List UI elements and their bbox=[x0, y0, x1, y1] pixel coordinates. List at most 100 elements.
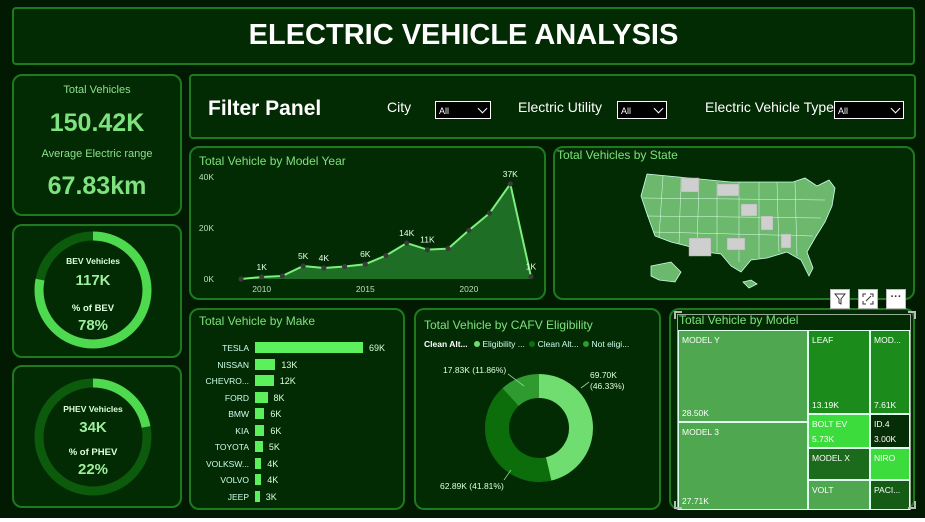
treemap-tile-paci[interactable]: PACI... bbox=[870, 480, 910, 510]
map-state-gray bbox=[740, 203, 758, 217]
treemap-tile-volt[interactable]: VOLT bbox=[808, 480, 870, 510]
map-state-gray bbox=[726, 237, 746, 251]
donut-slice[interactable] bbox=[502, 374, 540, 407]
make-value-label: 5K bbox=[268, 442, 280, 452]
make-bar[interactable] bbox=[255, 391, 268, 403]
data-point[interactable] bbox=[259, 274, 265, 280]
make-bar[interactable] bbox=[255, 441, 263, 452]
city-filter-dropdown[interactable]: All bbox=[435, 101, 491, 119]
y-tick-label: 40K bbox=[199, 172, 214, 182]
make-bar[interactable] bbox=[255, 490, 260, 502]
data-point[interactable] bbox=[341, 263, 348, 270]
data-point[interactable] bbox=[486, 210, 493, 216]
resize-handle[interactable] bbox=[674, 501, 682, 509]
data-point[interactable] bbox=[238, 276, 244, 282]
city-filter-value: All bbox=[439, 106, 450, 116]
donut-slice[interactable] bbox=[538, 374, 593, 481]
treemap-tile-model-y[interactable]: MODEL Y 28.50K bbox=[678, 330, 808, 422]
make-bar[interactable] bbox=[255, 408, 265, 419]
make-chart-card[interactable]: Total Vehicle by Make TESLA 69K NISSAN 13K C… bbox=[189, 308, 405, 510]
treemap-tile-model-x[interactable]: MODEL X bbox=[808, 448, 870, 480]
map-state-gray bbox=[760, 215, 774, 231]
more-options-icon[interactable]: ··· bbox=[886, 289, 906, 309]
leader-line bbox=[507, 373, 525, 387]
cafv-legend: Clean Alt... Eligibility ... Clean Alt..… bbox=[424, 339, 629, 349]
state-map-card[interactable]: Total Vehicles by State bbox=[553, 146, 915, 300]
make-category-label: FORD bbox=[224, 392, 249, 403]
data-point[interactable] bbox=[321, 265, 327, 271]
make-bar[interactable] bbox=[255, 342, 363, 353]
data-label: 14K bbox=[399, 228, 414, 238]
electric-utility-filter-dropdown[interactable]: All bbox=[617, 101, 667, 119]
donut-slice[interactable] bbox=[485, 388, 552, 482]
make-bar[interactable] bbox=[255, 424, 265, 436]
cafv-legend-item[interactable]: Eligibility ... bbox=[482, 339, 525, 349]
map-state-gray bbox=[680, 177, 700, 193]
city-filter-label: City bbox=[387, 99, 412, 115]
make-bar[interactable] bbox=[255, 474, 262, 485]
make-bar[interactable] bbox=[255, 457, 262, 469]
cafv-legend-item[interactable]: Clean Alt... bbox=[537, 339, 579, 349]
focus-mode-icon[interactable] bbox=[858, 289, 878, 309]
make-bar[interactable] bbox=[255, 375, 274, 386]
bev-value: 117K bbox=[75, 272, 111, 289]
data-point[interactable] bbox=[362, 261, 368, 267]
y-tick-label: 0K bbox=[204, 274, 215, 284]
treemap-tile-leaf[interactable]: LEAF 13.19K bbox=[808, 330, 870, 414]
make-value-label: 8K bbox=[273, 392, 285, 403]
data-label: 6K bbox=[360, 249, 371, 259]
map-state-gray bbox=[780, 233, 792, 249]
resize-handle[interactable] bbox=[908, 501, 916, 509]
average-range-label: Average Electric range bbox=[41, 148, 153, 160]
cafv-legend-item[interactable]: Not eligi... bbox=[591, 339, 630, 349]
treemap-tile-bolt-ev[interactable]: BOLT EV 5.73K bbox=[808, 414, 870, 448]
filter-icon[interactable] bbox=[830, 289, 850, 309]
treemap-tile-model-3[interactable]: MODEL 3 27.71K bbox=[678, 422, 808, 510]
data-label: 1K bbox=[526, 262, 537, 272]
data-label: 11K bbox=[420, 235, 435, 245]
make-value-label: 12K bbox=[279, 376, 296, 386]
data-label: 37K bbox=[503, 169, 518, 179]
x-tick-label: 2020 bbox=[459, 284, 478, 294]
alaska-shape bbox=[650, 261, 682, 283]
data-label: 1K bbox=[257, 262, 268, 272]
data-point[interactable] bbox=[466, 227, 472, 233]
resize-handle[interactable] bbox=[908, 311, 916, 319]
cafv-chart-card[interactable]: Total Vehicle by CAFV Eligibility Clean … bbox=[414, 308, 661, 510]
data-label: 5K bbox=[298, 251, 309, 261]
data-point[interactable] bbox=[528, 274, 534, 280]
x-tick-label: 2015 bbox=[356, 284, 375, 294]
make-category-label: JEEP bbox=[227, 491, 249, 502]
model-year-chart-card[interactable]: Total Vehicle by Model Year 0K 20K 40K 2010… bbox=[189, 146, 546, 300]
vehicle-type-filter-label: Electric Vehicle Type bbox=[705, 99, 834, 115]
make-category-label: BMW bbox=[228, 409, 249, 419]
data-point[interactable] bbox=[300, 263, 306, 269]
resize-handle[interactable] bbox=[674, 311, 682, 319]
chevron-down-icon bbox=[653, 103, 664, 114]
make-bar[interactable] bbox=[255, 358, 276, 370]
cafv-donut-chart bbox=[485, 373, 593, 482]
bev-label: BEV Vehicles bbox=[66, 256, 120, 266]
cafv-label-not-eligible: 17.83K (11.86%) bbox=[443, 365, 507, 375]
make-category-label: KIA bbox=[235, 425, 249, 436]
vehicle-type-filter-dropdown[interactable]: All bbox=[834, 101, 904, 119]
treemap-tile-niro[interactable]: NIRO bbox=[870, 448, 910, 480]
phev-value: 34K bbox=[79, 419, 107, 436]
data-point[interactable] bbox=[404, 240, 410, 246]
filter-panel: Filter Panel City All Electric Utility A… bbox=[189, 74, 916, 139]
model-treemap-card[interactable]: Total Vehicle by Model MODEL Y 28.50K MOD… bbox=[669, 308, 916, 510]
treemap-tile-mod[interactable]: MOD... 7.61K bbox=[870, 330, 910, 414]
chevron-down-icon bbox=[477, 103, 488, 114]
legend-dot bbox=[473, 341, 480, 347]
data-point[interactable] bbox=[445, 246, 451, 252]
data-point[interactable] bbox=[507, 181, 513, 187]
data-point[interactable] bbox=[424, 247, 431, 253]
cafv-legend-title: Clean Alt... bbox=[424, 339, 468, 349]
treemap-tile-id4[interactable]: ID.4 3.00K bbox=[870, 414, 910, 448]
total-vehicles-label: Total Vehicles bbox=[63, 84, 131, 96]
filter-panel-title: Filter Panel bbox=[208, 97, 322, 120]
data-point[interactable] bbox=[383, 252, 389, 259]
data-point[interactable] bbox=[279, 273, 286, 279]
bev-card: BEV Vehicles 117K % of BEV 78% bbox=[12, 224, 182, 358]
